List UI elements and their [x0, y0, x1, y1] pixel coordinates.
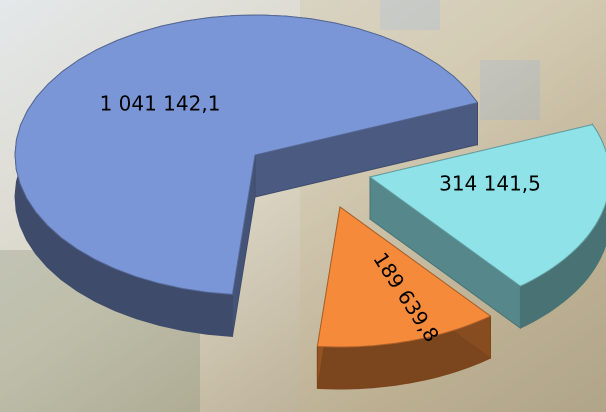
- slice-top: [316, 206, 492, 348]
- slice-top: [14, 14, 479, 295]
- data-label: 314 141,5: [439, 172, 541, 196]
- pie-slice: [316, 206, 492, 390]
- pie-slice: [14, 14, 479, 337]
- data-label: 1 041 142,1: [100, 92, 221, 116]
- pie-slice: [368, 122, 606, 330]
